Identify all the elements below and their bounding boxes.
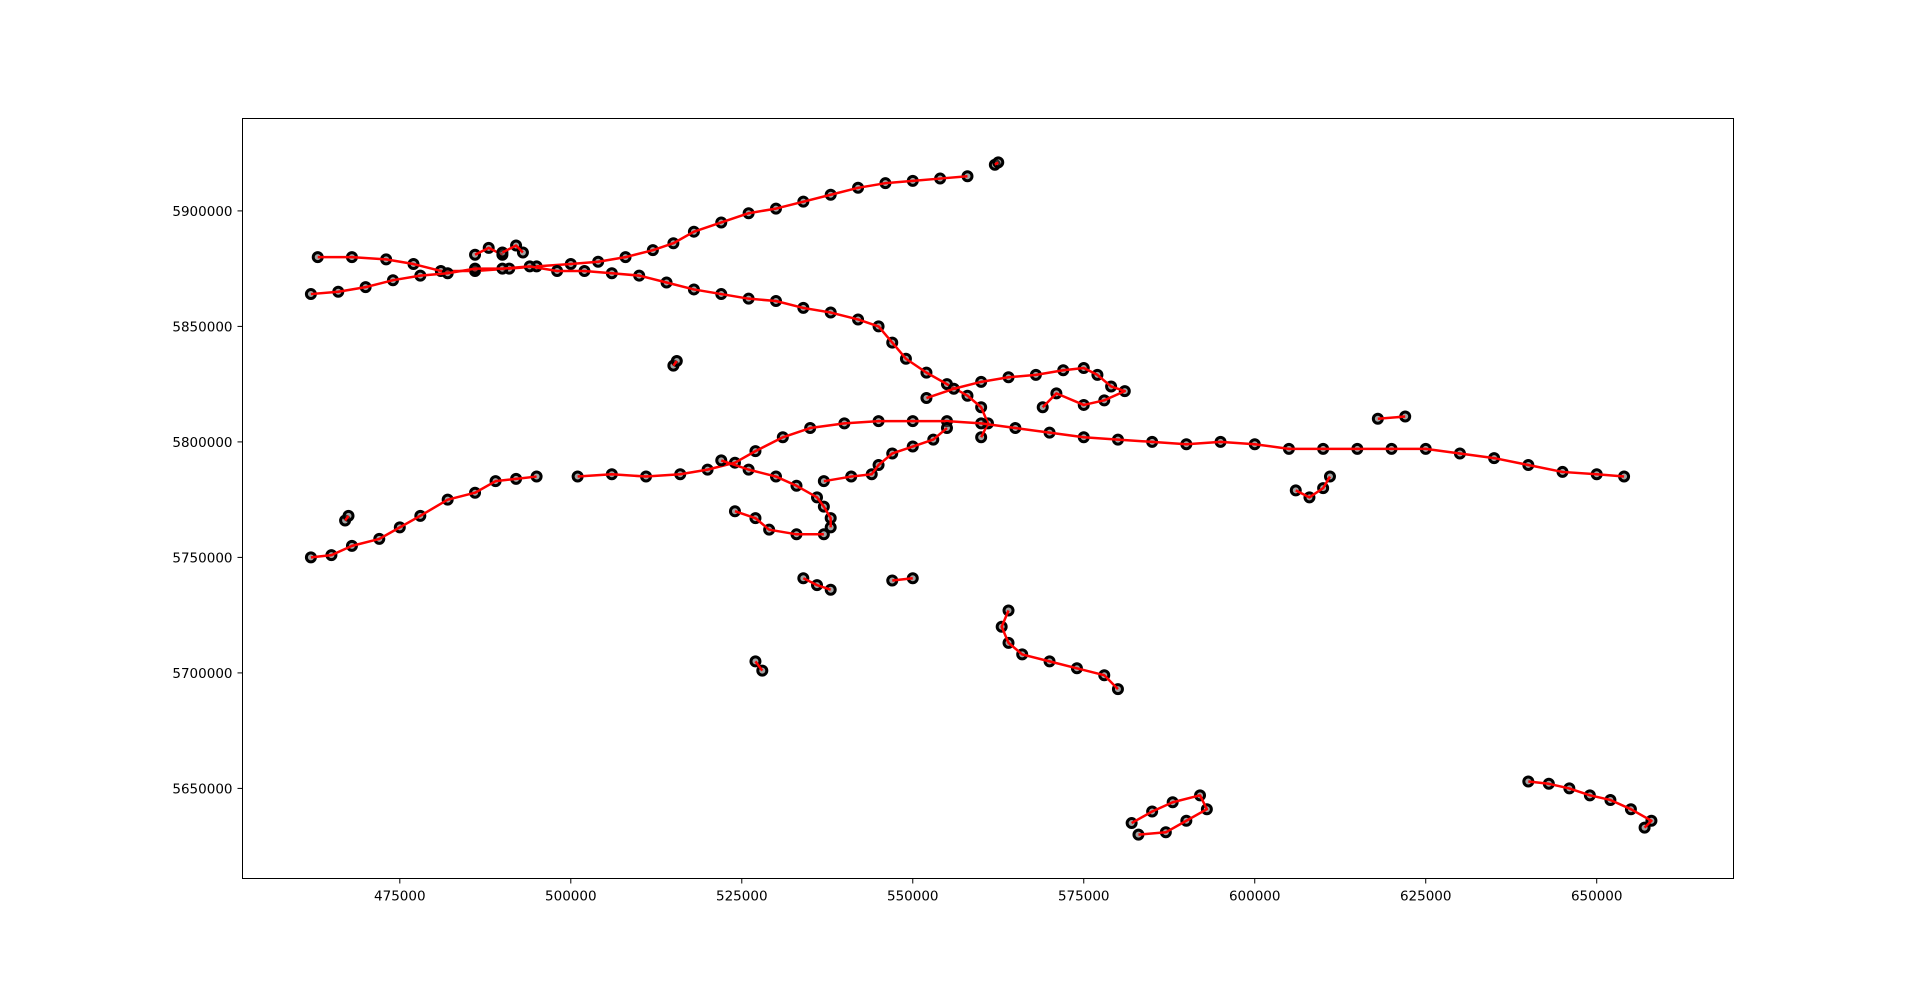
series-line xyxy=(672,360,678,367)
data-series xyxy=(728,505,830,541)
x-tick-label: 625000 xyxy=(1400,889,1452,905)
data-series xyxy=(715,454,837,534)
y-tick-label: 5850000 xyxy=(172,319,232,335)
data-series xyxy=(1522,775,1658,834)
series-line xyxy=(344,515,350,522)
data-series xyxy=(817,422,953,488)
series-line xyxy=(1000,610,1119,690)
y-tick-label: 5900000 xyxy=(172,204,232,220)
data-series xyxy=(1125,789,1213,841)
series-line xyxy=(926,366,1127,409)
x-tick-label: 525000 xyxy=(716,889,768,905)
data-series xyxy=(995,604,1124,696)
data-series xyxy=(920,361,1131,414)
series-line xyxy=(317,175,968,273)
series-line xyxy=(1131,794,1209,836)
series-line xyxy=(823,427,948,483)
x-tick-label: 475000 xyxy=(374,889,426,905)
x-tick-label: 650000 xyxy=(1571,889,1623,905)
data-point xyxy=(469,248,482,261)
x-tick-label: 500000 xyxy=(545,889,597,905)
x-tick-label: 550000 xyxy=(887,889,939,905)
series-line xyxy=(802,577,832,591)
series-line xyxy=(1295,475,1332,499)
series-line xyxy=(720,459,832,528)
series-line xyxy=(1528,780,1653,829)
data-series xyxy=(886,572,919,587)
data-series xyxy=(304,260,994,444)
x-tick-label: 600000 xyxy=(1229,889,1281,905)
series-line xyxy=(994,161,999,166)
series-line xyxy=(310,475,537,559)
data-series xyxy=(749,655,769,677)
plot-data-layer xyxy=(304,156,1658,841)
y-axis: 5650000 5700000 5750000 5800000 5850000 59000… xyxy=(172,204,243,797)
x-tick-label: 575000 xyxy=(1058,889,1110,905)
series-line xyxy=(734,510,824,536)
data-series xyxy=(1371,410,1412,425)
data-series xyxy=(496,239,529,259)
series-line xyxy=(577,419,1625,478)
data-series xyxy=(667,355,683,372)
data-series xyxy=(1289,470,1336,504)
series-line xyxy=(754,660,764,672)
data-series xyxy=(988,156,1005,171)
series-line xyxy=(310,265,990,438)
series-line xyxy=(501,244,524,254)
series-line xyxy=(1377,415,1406,421)
x-axis: 475000 500000 525000 550000 575000 600000 6250… xyxy=(374,878,1623,905)
data-series xyxy=(797,572,837,596)
data-series xyxy=(571,415,1631,483)
y-tick-label: 5750000 xyxy=(172,550,232,566)
y-tick-label: 5650000 xyxy=(172,781,232,797)
data-point xyxy=(728,505,741,518)
y-tick-label: 5800000 xyxy=(172,435,232,451)
axes-frame xyxy=(242,118,1734,879)
series-line xyxy=(892,576,913,582)
y-tick-label: 5700000 xyxy=(172,666,232,682)
data-series xyxy=(304,470,543,564)
data-series xyxy=(339,509,355,527)
